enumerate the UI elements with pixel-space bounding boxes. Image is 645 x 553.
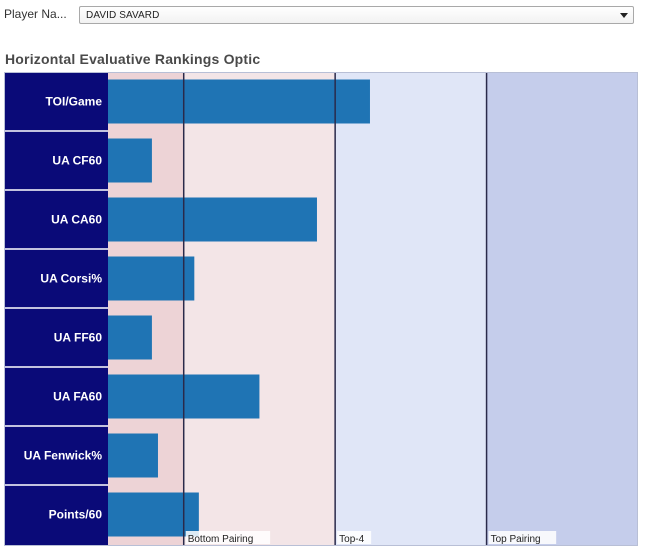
chart-frame <box>4 72 638 546</box>
player-filter: Player Na... DAVID SAVARD <box>4 4 636 26</box>
band-label-bg <box>337 531 372 544</box>
band-label: Top Pairing <box>491 534 541 545</box>
bar <box>108 138 152 183</box>
chevron-down-icon[interactable] <box>620 13 628 18</box>
chart-title: Horizontal Evaluative Rankings Optic <box>5 51 261 67</box>
row-label: UA FA60 <box>53 390 102 404</box>
band-top-4 <box>335 72 487 546</box>
player-filter-label: Player Na... <box>4 7 67 21</box>
row-label: UA CF60 <box>52 154 102 168</box>
bar <box>108 315 152 360</box>
bar <box>108 492 199 537</box>
band-label-bg <box>185 531 271 544</box>
band-bottom-pairing <box>183 72 336 546</box>
band-label: Bottom Pairing <box>188 534 254 545</box>
row-label: UA Fenwick% <box>24 449 103 463</box>
row-label: UA FF60 <box>54 331 103 345</box>
bar <box>108 256 195 301</box>
bar <box>108 79 370 124</box>
row-label: UA CA60 <box>51 213 102 227</box>
row-label: Points/60 <box>49 508 103 522</box>
row-label: UA Corsi% <box>40 272 102 286</box>
bar <box>108 197 317 242</box>
bar <box>108 433 158 478</box>
player-select[interactable]: DAVID SAVARD <box>79 6 634 24</box>
row-label-panel <box>4 72 108 546</box>
band-label: Top-4 <box>339 534 364 545</box>
band-label-bg <box>488 531 557 544</box>
row-label: TOI/Game <box>46 95 103 109</box>
band-top-pairing <box>486 72 638 546</box>
player-select-value: DAVID SAVARD <box>86 10 160 21</box>
rankings-chart: TOI/Game UA CF60 UA CA60 UA Corsi% UA FF60 UA… <box>4 72 638 546</box>
